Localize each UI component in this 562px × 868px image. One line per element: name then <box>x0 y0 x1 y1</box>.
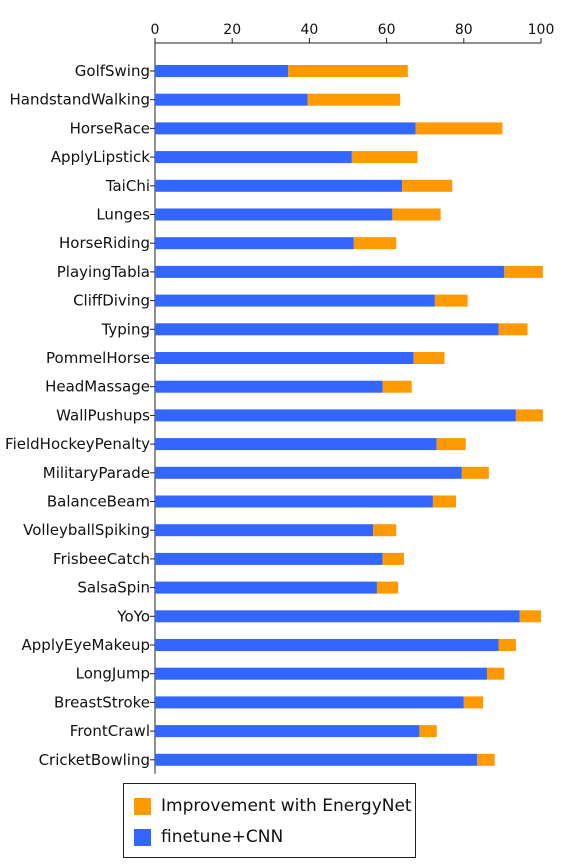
bar-energynet-improvement <box>434 294 468 307</box>
x-tick-label: 80 <box>455 22 473 38</box>
x-tick-label: 40 <box>300 22 318 38</box>
bar-finetune-cnn <box>155 93 308 106</box>
category-label: PlayingTabla <box>57 263 150 281</box>
bar-energynet-improvement <box>392 208 441 221</box>
bar-finetune-cnn <box>155 380 383 393</box>
category-label: TaiChi <box>105 177 150 195</box>
bar-energynet-improvement <box>515 409 543 422</box>
category-label: HorseRace <box>70 119 150 137</box>
category-label: MilitaryParade <box>43 464 150 482</box>
bar-energynet-improvement <box>288 65 408 77</box>
x-tick-label: 100 <box>528 22 555 38</box>
category-label: Typing <box>101 320 150 338</box>
bar-energynet-improvement <box>486 667 505 680</box>
bar-finetune-cnn <box>155 725 420 738</box>
category-label: VolleyballSpiking <box>23 521 150 539</box>
bar-finetune-cnn <box>155 294 435 307</box>
category-label: CricketBowling <box>39 751 150 769</box>
bar-energynet-improvement <box>498 639 516 651</box>
bar-finetune-cnn <box>155 122 416 135</box>
bar-energynet-improvement <box>415 122 503 135</box>
bar-finetune-cnn <box>155 237 354 250</box>
bar-finetune-cnn <box>155 438 437 451</box>
bar-finetune-cnn <box>155 524 374 537</box>
bar-energynet-improvement <box>402 179 453 192</box>
legend-item-finetune: finetune+CNN <box>134 827 283 847</box>
bar-energynet-improvement <box>373 524 397 537</box>
category-label: CliffDiving <box>73 292 150 310</box>
legend-item-improvement: Improvement with EnergyNet <box>134 796 412 816</box>
bar-energynet-improvement <box>307 93 401 106</box>
bar-finetune-cnn <box>155 179 403 192</box>
bar-finetune-cnn <box>155 696 464 709</box>
bar-energynet-improvement <box>436 438 466 451</box>
bar-finetune-cnn <box>155 65 289 77</box>
category-label: HeadMassage <box>45 378 150 396</box>
category-label: WallPushups <box>56 406 150 424</box>
category-label: PommelHorse <box>46 349 150 367</box>
chart-legend: Improvement with EnergyNet finetune+CNN <box>123 783 416 858</box>
category-label: ApplyEyeMakeup <box>22 636 150 654</box>
legend-swatch-finetune <box>134 828 151 846</box>
bar-finetune-cnn <box>155 265 505 278</box>
bar-energynet-improvement <box>413 352 445 364</box>
bar-finetune-cnn <box>155 323 499 336</box>
bar-energynet-improvement <box>376 581 399 594</box>
bar-finetune-cnn <box>155 352 414 364</box>
category-label: FieldHockeyPenalty <box>5 435 150 453</box>
category-label: HorseRiding <box>59 234 150 252</box>
bar-energynet-improvement <box>463 696 484 709</box>
bar-energynet-improvement <box>353 237 397 250</box>
category-label: SalsaSpin <box>77 579 150 597</box>
bar-finetune-cnn <box>155 552 383 565</box>
bar-finetune-cnn <box>155 610 520 623</box>
bar-finetune-cnn <box>155 151 352 164</box>
bar-energynet-improvement <box>504 265 543 278</box>
category-label: FrontCrawl <box>70 722 150 740</box>
bar-finetune-cnn <box>155 409 516 422</box>
bar-finetune-cnn <box>155 466 462 479</box>
category-label: HandstandWalking <box>9 91 150 109</box>
x-tick-label: 20 <box>223 22 241 38</box>
category-label: LongJump <box>76 665 150 683</box>
category-label: ApplyLipstick <box>51 148 151 166</box>
bar-finetune-cnn <box>155 667 487 680</box>
bar-energynet-improvement <box>519 610 541 623</box>
legend-swatch-improvement <box>134 797 151 815</box>
bar-energynet-improvement <box>498 323 528 336</box>
legend-label-finetune: finetune+CNN <box>161 827 284 847</box>
bar-energynet-improvement <box>432 495 457 508</box>
bar-energynet-improvement <box>382 380 412 393</box>
category-label: GolfSwing <box>75 62 150 80</box>
bar-finetune-cnn <box>155 753 478 766</box>
bar-energynet-improvement <box>419 725 437 738</box>
bar-energynet-improvement <box>382 552 404 565</box>
bar-finetune-cnn <box>155 208 393 221</box>
category-label: BalanceBeam <box>47 493 150 511</box>
bar-energynet-improvement <box>351 151 418 164</box>
category-label: Lunges <box>96 206 150 224</box>
bar-energynet-improvement <box>461 466 489 479</box>
x-tick-label: 60 <box>378 22 396 38</box>
bar-finetune-cnn <box>155 581 377 594</box>
category-label: YoYo <box>116 607 150 625</box>
bar-finetune-cnn <box>155 495 433 508</box>
x-tick-label: 0 <box>151 22 160 38</box>
bar-finetune-cnn <box>155 639 499 651</box>
legend-label-improvement: Improvement with EnergyNet <box>161 796 412 816</box>
category-label: BreastStroke <box>54 693 150 711</box>
category-label: FrisbeeCatch <box>53 550 150 568</box>
stacked-bar-chart: 0 20 40 60 80 100 GolfSwing HandstandWalking Hor… <box>5 22 555 774</box>
bar-energynet-improvement <box>477 753 495 766</box>
